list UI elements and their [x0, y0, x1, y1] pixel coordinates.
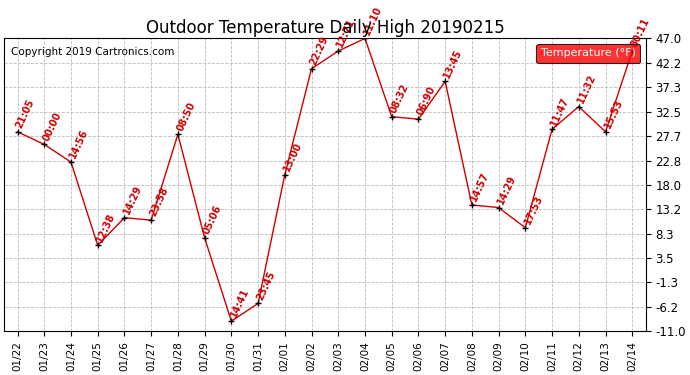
Text: 00:00: 00:00	[41, 110, 63, 142]
Text: 80:11: 80:11	[629, 16, 651, 49]
Text: 13:45: 13:45	[442, 47, 464, 80]
Text: 06:90: 06:90	[415, 85, 437, 117]
Text: 14:29: 14:29	[121, 183, 144, 216]
Text: 05:06: 05:06	[201, 204, 224, 236]
Text: 11:32: 11:32	[575, 72, 598, 105]
Text: 08:50: 08:50	[175, 100, 197, 132]
Text: 11:10: 11:10	[362, 4, 384, 36]
Text: 13:00: 13:00	[282, 141, 304, 173]
Title: Outdoor Temperature Daily High 20190215: Outdoor Temperature Daily High 20190215	[146, 19, 504, 37]
Text: 14:29: 14:29	[495, 173, 518, 206]
Text: 08:32: 08:32	[388, 82, 411, 115]
Text: 23:58: 23:58	[148, 186, 170, 218]
Text: 12:38: 12:38	[95, 211, 117, 243]
Legend: Temperature (°F): Temperature (°F)	[536, 44, 640, 63]
Text: 14:56: 14:56	[68, 128, 90, 160]
Text: 22:29: 22:29	[308, 34, 331, 67]
Text: 14:41: 14:41	[228, 287, 250, 319]
Text: 17:53: 17:53	[522, 194, 544, 226]
Text: 14:57: 14:57	[469, 171, 491, 203]
Text: 23:45: 23:45	[255, 269, 277, 302]
Text: 11:47: 11:47	[549, 95, 571, 128]
Text: 12:71: 12:71	[335, 17, 357, 49]
Text: 21:05: 21:05	[14, 98, 37, 130]
Text: 15:53: 15:53	[602, 98, 624, 130]
Text: Copyright 2019 Cartronics.com: Copyright 2019 Cartronics.com	[10, 47, 174, 57]
